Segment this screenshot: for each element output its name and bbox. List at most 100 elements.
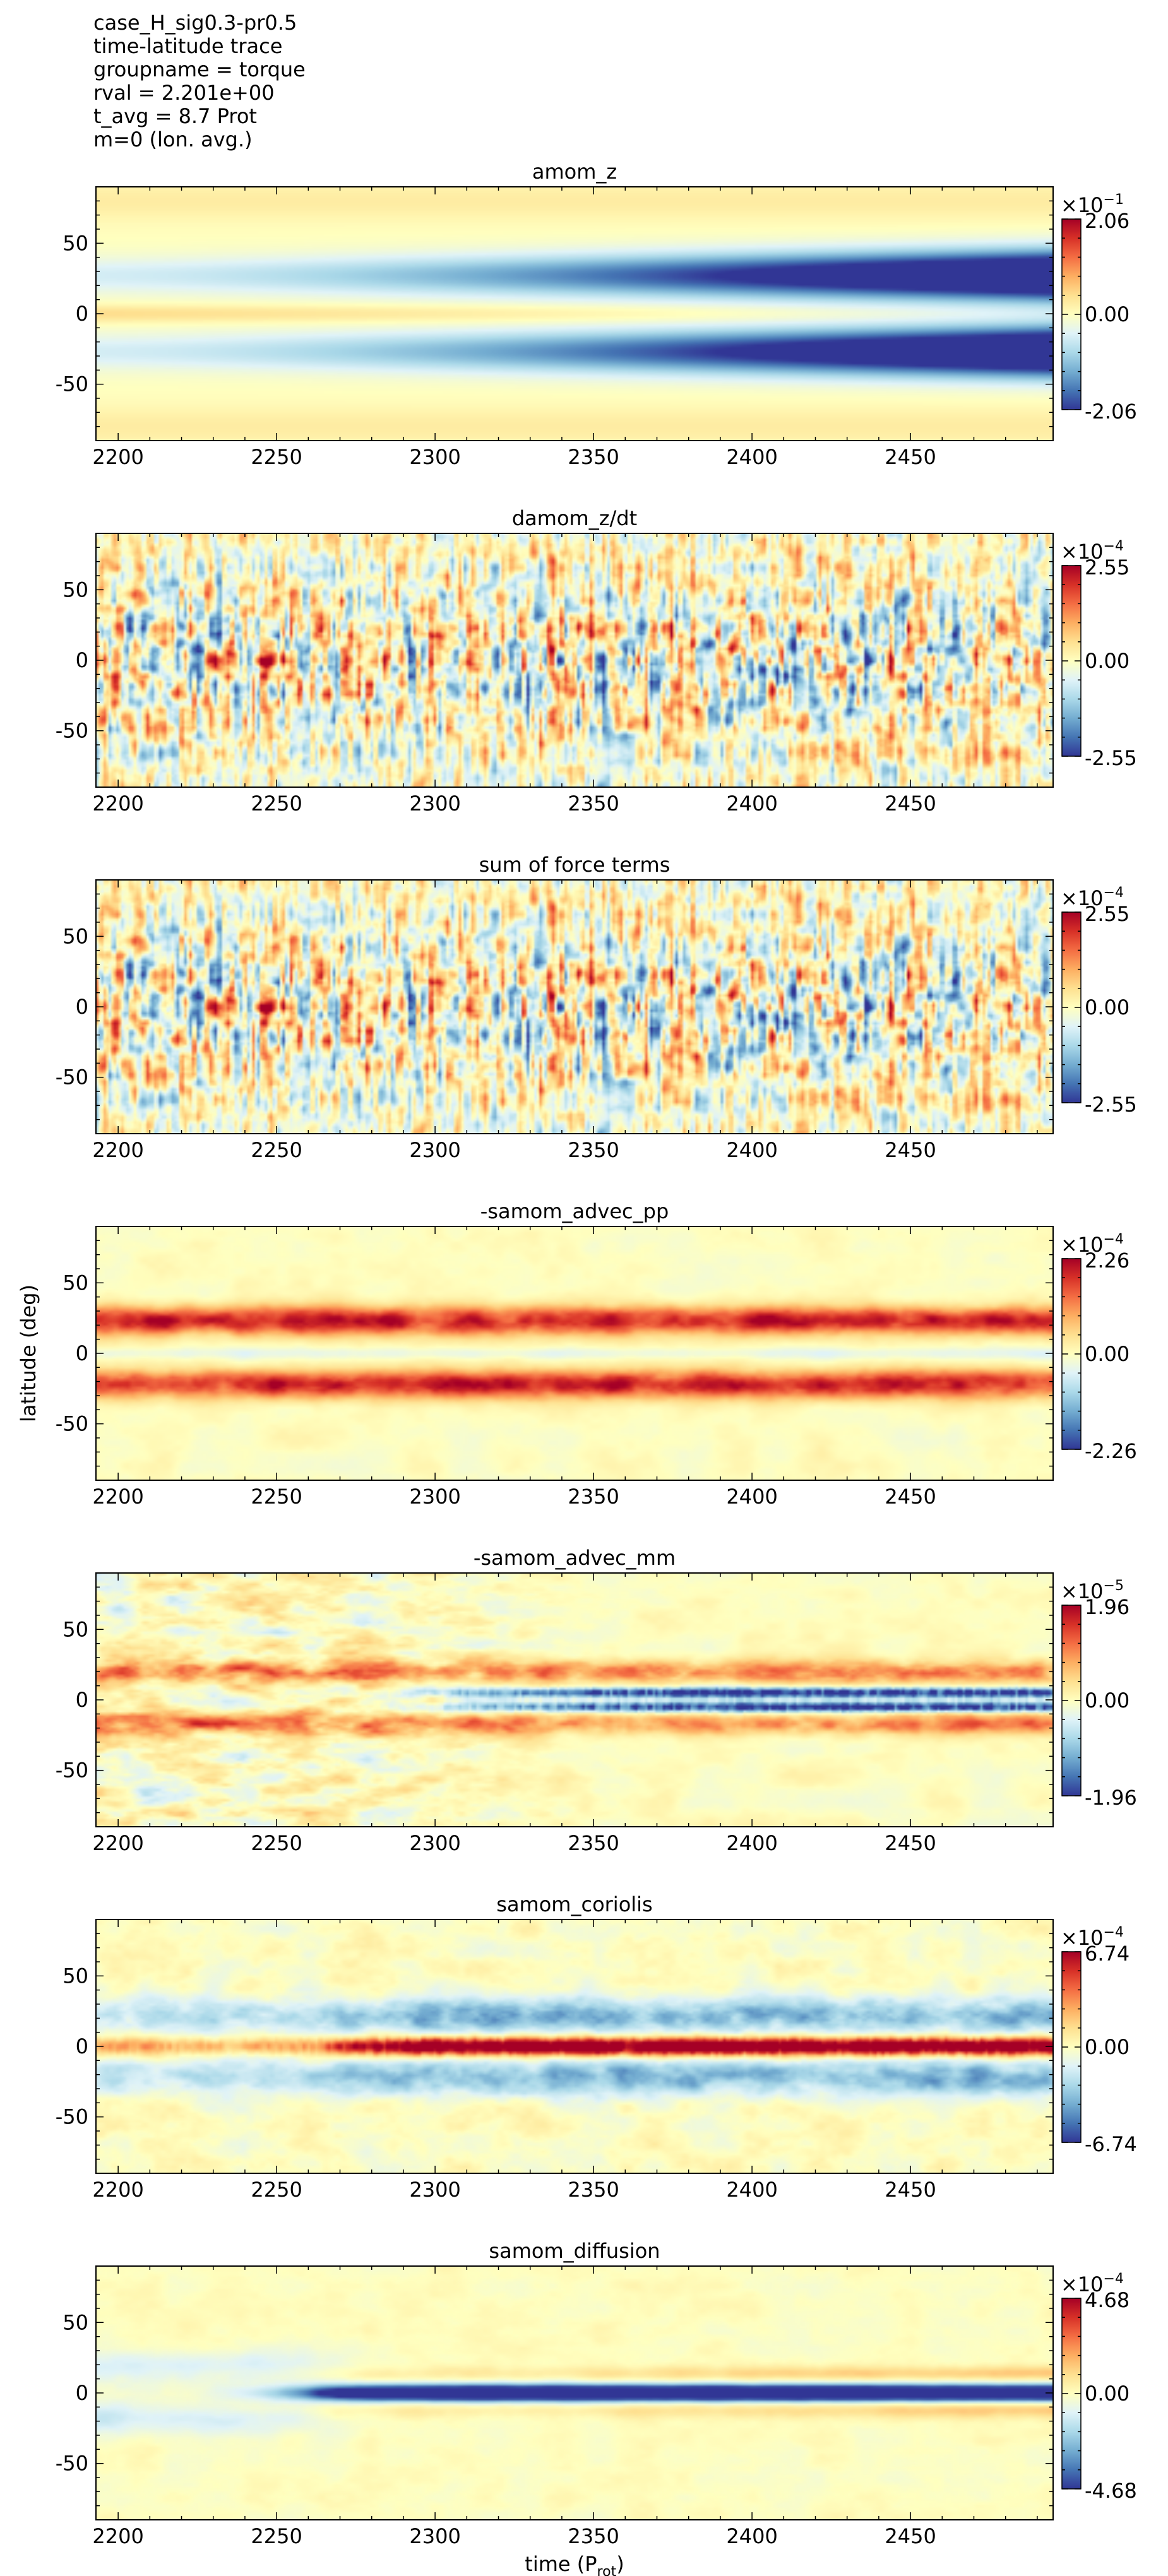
y-tick-label: -50 <box>56 372 88 396</box>
x-tick-label: 2450 <box>885 1138 936 1162</box>
x-tick-label: 2200 <box>92 1831 143 1855</box>
x-tick-label: 2400 <box>726 2524 777 2548</box>
panel-5: -samom_advec_mm 2200 2250 2300 2350 2400 2450 5… <box>56 1546 1137 1855</box>
y-tick-label: -50 <box>56 2105 88 2129</box>
header-mode: m=0 (lon. avg.) <box>93 128 253 151</box>
y-tick-label: 50 <box>63 1964 88 1988</box>
x-tick-label: 2450 <box>885 1485 936 1509</box>
colorbar-min-label: -2.55 <box>1085 746 1137 770</box>
x-tick-label: 2400 <box>726 1831 777 1855</box>
header-trace-type: time-latitude trace <box>93 34 283 58</box>
x-tick-label: 2350 <box>568 445 619 469</box>
x-tick-label: 2350 <box>568 1138 619 1162</box>
y-tick-label: -50 <box>56 719 88 743</box>
x-tick-label: 2400 <box>726 2178 777 2202</box>
colorbar-exponent: ×10−4 <box>1061 538 1124 564</box>
panel-title: -samom_advec_pp <box>480 1199 669 1223</box>
colorbar-ticks <box>1062 1951 1081 2143</box>
x-tick-label: 2300 <box>409 1831 460 1855</box>
x-tick-label: 2450 <box>885 792 936 816</box>
heatmap-image <box>96 187 1053 441</box>
y-tick-label: 0 <box>76 2381 88 2405</box>
header-rval: rval = 2.201e+00 <box>93 81 275 105</box>
colorbar-ticks <box>1062 911 1081 1103</box>
x-tick-label: 2400 <box>726 792 777 816</box>
heatmap-image <box>96 533 1053 787</box>
panel-title: -samom_advec_mm <box>474 1546 676 1570</box>
heatmap-image <box>96 880 1053 1134</box>
tick-marks <box>96 187 1053 441</box>
colorbar-exponent: ×10−4 <box>1061 885 1124 910</box>
tick-marks <box>96 1226 1053 1480</box>
panel-2: damom_z/dt 2200 2250 2300 2350 2400 2450 50 0 -50… <box>56 506 1137 816</box>
x-tick-label: 2200 <box>92 445 143 469</box>
y-axis-label: latitude (deg) <box>16 1285 40 1422</box>
colorbar-min-label: -1.96 <box>1085 1786 1137 1810</box>
colorbar-zero-label: 0.00 <box>1085 1342 1129 1366</box>
colorbar-zero-label: 0.00 <box>1085 1689 1129 1712</box>
x-tick-label: 2250 <box>251 445 302 469</box>
y-tick-label: 0 <box>76 1341 88 1365</box>
colorbar-max-label: 4.68 <box>1085 2288 1129 2312</box>
colorbar-ticks <box>1062 1258 1081 1450</box>
x-tick-label: 2300 <box>409 2524 460 2548</box>
x-tick-label: 2450 <box>885 2178 936 2202</box>
x-tick-label: 2300 <box>409 445 460 469</box>
colorbar-min-label: -2.55 <box>1085 1093 1137 1117</box>
colorbar-max-label: 2.55 <box>1085 902 1129 926</box>
panel-3: sum of force terms 2200 2250 2300 2350 2400 24… <box>56 853 1137 1162</box>
x-tick-label: 2300 <box>409 2178 460 2202</box>
colorbar-ticks <box>1062 2298 1081 2490</box>
colorbar-min-label: -4.68 <box>1085 2479 1137 2503</box>
colorbar-zero-label: 0.00 <box>1085 995 1129 1019</box>
x-tick-label: 2350 <box>568 2524 619 2548</box>
tick-marks <box>96 1920 1053 2173</box>
colorbar-max-label: 2.06 <box>1085 209 1129 233</box>
header-groupname: groupname = torque <box>93 57 306 81</box>
x-tick-label: 2300 <box>409 792 460 816</box>
y-tick-label: 50 <box>63 2310 88 2334</box>
colorbar-min-label: -2.26 <box>1085 1439 1137 1463</box>
y-tick-label: 50 <box>63 1617 88 1641</box>
panel-title: samom_coriolis <box>496 1892 652 1916</box>
heatmap-image <box>96 1573 1053 1827</box>
y-tick-label: 0 <box>76 648 88 672</box>
y-tick-label: 50 <box>63 231 88 255</box>
colorbar-max-label: 6.74 <box>1085 1942 1129 1966</box>
y-tick-label: 0 <box>76 995 88 1019</box>
x-tick-label: 2250 <box>251 2178 302 2202</box>
x-tick-label: 2200 <box>92 2178 143 2202</box>
y-tick-label: 50 <box>63 1271 88 1295</box>
x-tick-label: 2200 <box>92 2524 143 2548</box>
y-tick-label: -50 <box>56 1759 88 1783</box>
panel-6: samom_coriolis 2200 2250 2300 2350 2400 2450 50… <box>56 1892 1137 2202</box>
x-tick-label: 2450 <box>885 2524 936 2548</box>
x-tick-label: 2250 <box>251 792 302 816</box>
panel-title: amom_z <box>532 160 617 184</box>
colorbar-exponent: ×10−5 <box>1061 1578 1124 1603</box>
x-tick-label: 2200 <box>92 792 143 816</box>
x-tick-label: 2200 <box>92 1485 143 1509</box>
x-tick-label: 2250 <box>251 2524 302 2548</box>
header-case: case_H_sig0.3-pr0.5 <box>93 11 297 35</box>
x-tick-label: 2350 <box>568 2178 619 2202</box>
x-tick-label: 2450 <box>885 1831 936 1855</box>
panel-title: damom_z/dt <box>512 506 637 530</box>
y-tick-label: -50 <box>56 1065 88 1089</box>
colorbar-min-label: -6.74 <box>1085 2132 1137 2156</box>
y-tick-label: 50 <box>63 578 88 602</box>
x-tick-label: 2350 <box>568 792 619 816</box>
colorbar-ticks <box>1062 1605 1081 1796</box>
tick-marks <box>96 533 1053 787</box>
panel-1: amom_z 2200 2250 2300 2350 2400 2450 50 0 -50 2.06… <box>56 160 1137 469</box>
colorbar-ticks <box>1062 565 1081 757</box>
colorbar-zero-label: 0.00 <box>1085 302 1129 326</box>
tick-marks <box>96 880 1053 1134</box>
colorbar-ticks <box>1062 218 1081 410</box>
x-tick-label: 2350 <box>568 1831 619 1855</box>
panel-4: -samom_advec_pp 2200 2250 2300 2350 2400 2450 5… <box>16 1199 1137 1509</box>
colorbar-zero-label: 0.00 <box>1085 649 1129 673</box>
colorbar-max-label: 1.96 <box>1085 1595 1129 1619</box>
y-tick-label: 50 <box>63 924 88 948</box>
tick-marks <box>96 2266 1053 2520</box>
